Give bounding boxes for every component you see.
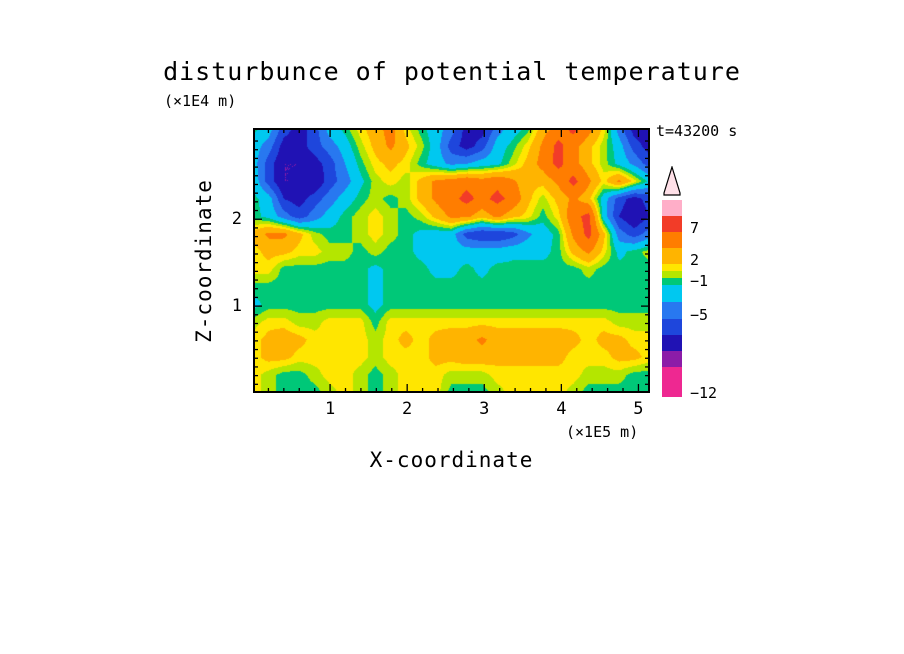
y-axis-title: Z-coordinate	[186, 128, 222, 393]
time-annotation: t=43200 s	[656, 122, 738, 140]
y-axis-unit-label: (×1E4 m)	[164, 92, 237, 110]
colorbar-band	[662, 271, 682, 278]
colorbar-band	[662, 302, 682, 319]
plot-area	[253, 128, 650, 393]
colorbar-band	[662, 216, 682, 232]
colorbar-arrow-shape	[663, 164, 681, 196]
x-axis-unit-label: (×1E5 m)	[566, 423, 639, 441]
colorbar: 7 2 −1 −5 −12	[662, 164, 717, 402]
colorbar-band	[662, 351, 682, 367]
colorbar-arrow	[663, 164, 681, 196]
colorbar-band	[662, 200, 682, 216]
colorbar-band	[662, 367, 682, 397]
colorbar-tick-label: 2	[690, 251, 700, 269]
colorbar-segments	[662, 200, 682, 397]
colorbar-tick-label: −5	[690, 306, 709, 324]
heatmap-canvas	[253, 128, 650, 393]
colorbar-band	[662, 232, 682, 248]
x-tick-label: 5	[633, 399, 644, 419]
x-tick-label: 1	[324, 399, 336, 419]
plot-frame	[253, 128, 650, 393]
y-tick-label: 1	[231, 296, 242, 317]
colorbar-band	[662, 335, 682, 351]
x-tick-label: 4	[556, 399, 567, 419]
colorbar-tick-label: −1	[690, 272, 709, 290]
colorbar-band	[662, 319, 682, 335]
plot-border	[253, 128, 650, 393]
colorbar-band	[662, 278, 682, 285]
colorbar-tick-label: −12	[690, 384, 718, 402]
colorbar-tick-label: 7	[690, 219, 700, 237]
x-tick-label: 3	[479, 399, 490, 419]
x-tick-label: 2	[402, 399, 413, 419]
colorbar-band	[662, 264, 682, 271]
chart-title: disturbunce of potential temperature	[163, 57, 741, 86]
y-axis-title-text: Z-coordinate	[192, 178, 216, 343]
y-tick-label: 2	[231, 209, 242, 230]
colorbar-band	[662, 248, 682, 264]
x-axis-title: X-coordinate	[369, 448, 534, 472]
colorbar-band	[662, 285, 682, 302]
